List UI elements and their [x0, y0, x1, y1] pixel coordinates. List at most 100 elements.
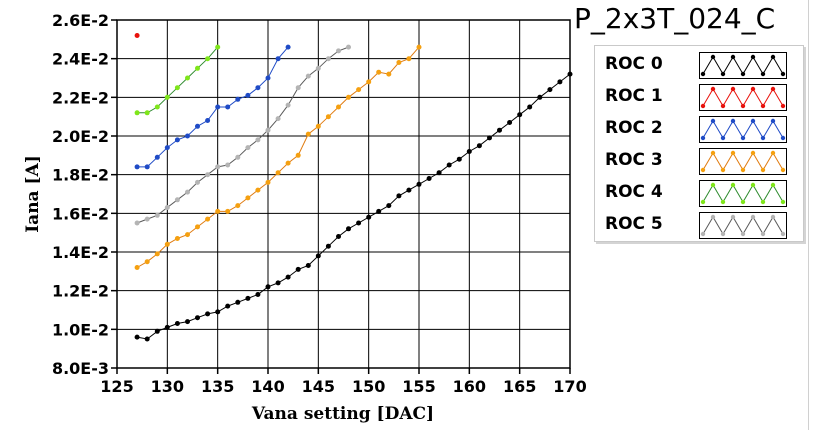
roc-3-point: [346, 94, 351, 100]
legend-item-roc-3: ROC 3: [595, 146, 803, 175]
roc-3-point: [356, 87, 362, 93]
roc-2-point: [235, 96, 241, 102]
roc-2-point: [265, 75, 271, 81]
roc-0-point: [235, 299, 241, 305]
legend-label: ROC 1: [605, 86, 663, 106]
x-tick-label: 145: [302, 377, 335, 396]
roc-3-point: [416, 44, 422, 50]
roc-2-point: [205, 118, 211, 123]
roc-0-point: [547, 87, 553, 93]
roc-0-point: [164, 324, 170, 330]
series-roc-3: [134, 44, 422, 270]
roc-0-point: [456, 156, 462, 162]
roc-4-point: [164, 94, 170, 100]
roc-2-point: [245, 92, 251, 98]
roc-4-point: [144, 110, 150, 116]
series-roc-2: [134, 44, 291, 170]
legend-item-roc-4: ROC 4: [595, 178, 803, 207]
roc-5-point: [305, 73, 311, 79]
roc-0-point: [295, 266, 301, 272]
roc-4-point: [154, 104, 160, 110]
roc-5-point: [195, 179, 200, 185]
roc-3-point: [225, 208, 231, 214]
roc-3-point: [386, 71, 392, 77]
roc-3-point: [315, 123, 321, 129]
tick-labels: 125 130 135 140 145 150 155 160 165 170 8.0E-3 1.0E…: [52, 11, 587, 396]
roc-5-point: [315, 65, 321, 71]
roc-2-point: [174, 137, 180, 143]
roc-4-point: [185, 75, 190, 81]
roc-0-point: [426, 176, 432, 181]
roc-0-point: [154, 328, 160, 334]
series-layer: [134, 33, 573, 342]
roc-2-point: [134, 164, 140, 170]
y-tick-label: 2.6E-2: [52, 11, 109, 30]
roc-2-point: [225, 104, 231, 110]
y-tick-label: 2.2E-2: [52, 88, 109, 107]
roc-5-point: [134, 220, 140, 226]
plot-area: [116, 19, 571, 369]
series-roc-1: [134, 33, 140, 38]
roc-5-line: [136, 46, 349, 224]
roc-0-point: [507, 120, 513, 125]
roc-0-point: [436, 170, 442, 176]
roc-0-point: [476, 143, 482, 149]
y-tick-label: 2.4E-2: [52, 50, 109, 69]
y-tick-label: 1.4E-2: [52, 243, 109, 262]
roc-3-point: [245, 195, 251, 201]
y-tick-label: 1.8E-2: [52, 166, 109, 185]
roc-3-point: [195, 224, 200, 230]
roc-2-point: [255, 85, 261, 91]
roc-4-point: [195, 65, 200, 71]
roc-3-point: [265, 179, 271, 185]
roc-5-point: [265, 127, 271, 133]
roc-5-point: [205, 172, 211, 178]
roc-5-point: [144, 216, 150, 222]
roc-3-point: [366, 79, 372, 85]
roc-4-point: [205, 56, 211, 62]
roc-4-point: [174, 85, 180, 91]
legend-item-roc-1: ROC 1: [595, 82, 803, 111]
x-tick-label: 135: [201, 377, 234, 396]
roc-0-point: [185, 319, 190, 325]
y-tick-label: 1.6E-2: [52, 204, 109, 223]
roc-4-point: [134, 110, 140, 116]
roc-0-point: [356, 220, 362, 226]
roc-3-point: [215, 208, 221, 214]
roc-3-point: [174, 236, 180, 241]
roc-0-point: [366, 214, 372, 220]
roc-0-point: [336, 234, 341, 239]
legend-label: ROC 0: [605, 54, 663, 74]
roc-5-point: [185, 189, 190, 195]
roc-3-point: [255, 187, 261, 193]
roc-2-point: [215, 104, 221, 110]
x-tick-label: 130: [151, 377, 184, 396]
roc-0-point: [195, 315, 200, 321]
roc-0-point: [174, 321, 180, 326]
series-roc-4: [134, 44, 221, 116]
roc-5-point: [235, 154, 241, 160]
roc-5-point: [325, 56, 331, 62]
x-tick-label: 165: [503, 377, 536, 396]
legend: ROC 0 ROC 1 ROC 2 ROC 3 ROC 4 ROC 5: [594, 45, 804, 242]
roc-5-point: [215, 164, 221, 170]
x-axis-title: Vana setting [DAC]: [251, 404, 434, 424]
x-tick-label: 140: [251, 377, 284, 396]
x-tick-label: 125: [100, 377, 133, 396]
x-tick-label: 155: [402, 377, 435, 396]
roc-5-point: [295, 85, 301, 91]
y-axis-title: Iana [A]: [23, 155, 43, 233]
roc-2-point: [144, 164, 150, 170]
roc-3-point: [185, 232, 190, 238]
roc-0-point: [325, 243, 331, 249]
roc-3-point: [205, 216, 211, 222]
roc-5-point: [346, 44, 351, 50]
roc-2-point: [275, 56, 281, 62]
roc-5-point: [285, 102, 291, 108]
roc-0-point: [215, 309, 221, 315]
x-tick-label: 170: [553, 377, 586, 396]
y-tick-label: 1.2E-2: [52, 282, 109, 301]
roc-0-point: [275, 280, 281, 286]
legend-item-roc-5: ROC 5: [595, 210, 803, 239]
legend-swatch-roc-5: [699, 212, 787, 239]
